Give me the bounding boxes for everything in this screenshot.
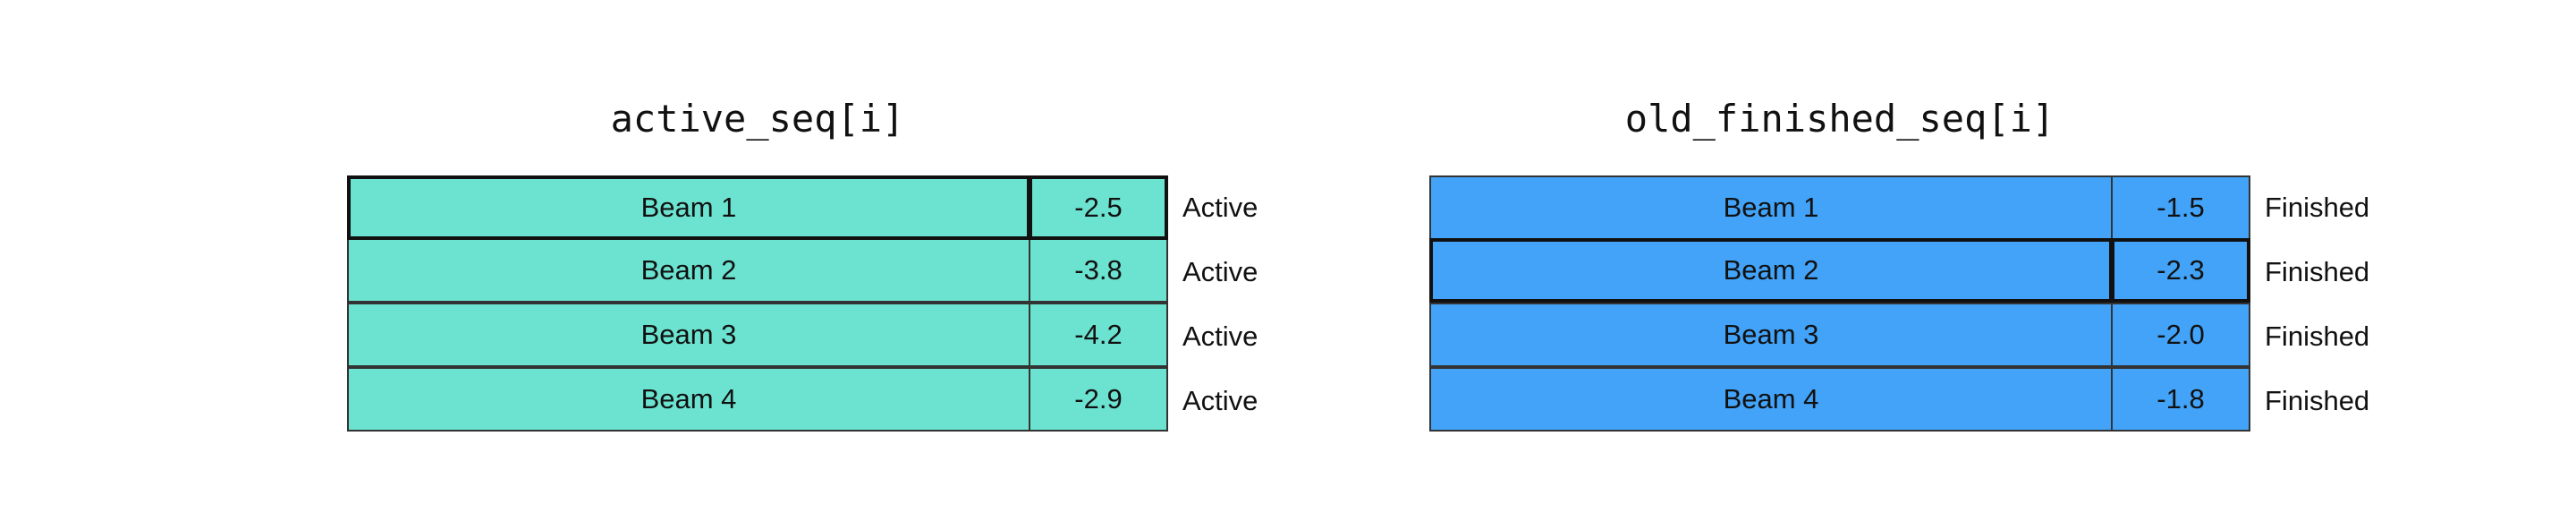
beam-score-cell: -2.0 xyxy=(2111,303,2250,367)
active-seq-table: Beam 1 -2.5 Active Beam 2 -3.8 Active Be… xyxy=(347,175,1258,433)
active-row-4: Beam 4 -2.9 Active xyxy=(347,367,1258,433)
active-row-1: Beam 1 -2.5 Active xyxy=(347,175,1258,240)
active-seq-panel: active_seq[i] Beam 1 -2.5 Active Beam 2 … xyxy=(347,0,1331,530)
beam-status-label: Active xyxy=(1182,321,1258,352)
beam-name-cell: Beam 1 xyxy=(347,175,1030,240)
beam-name-cell: Beam 4 xyxy=(1429,367,2113,432)
beam-name-cell: Beam 3 xyxy=(347,303,1030,367)
beam-score-cell: -4.2 xyxy=(1029,303,1168,367)
beam-name-cell: Beam 3 xyxy=(1429,303,2113,367)
beam-score-cell: -2.9 xyxy=(1029,367,1168,432)
beam-status-label: Active xyxy=(1182,192,1258,223)
finished-row-2: Beam 2 -2.3 Finished xyxy=(1429,238,2369,304)
beam-status-label: Finished xyxy=(2265,385,2370,416)
beam-name-cell: Beam 4 xyxy=(347,367,1030,432)
beam-score-cell: -1.5 xyxy=(2111,175,2250,240)
beam-score-cell: -3.8 xyxy=(1029,238,1168,303)
beam-status-label: Active xyxy=(1182,256,1258,287)
finished-seq-table: Beam 1 -1.5 Finished Beam 2 -2.3 Finishe… xyxy=(1429,175,2369,433)
beam-name-cell: Beam 2 xyxy=(1429,238,2113,303)
beam-score-cell: -2.3 xyxy=(2111,238,2250,303)
active-seq-title: active_seq[i] xyxy=(610,97,905,141)
finished-seq-panel: old_finished_seq[i] Beam 1 -1.5 Finished… xyxy=(1429,0,2413,530)
beam-status-label: Finished xyxy=(2265,192,2370,223)
beam-score-cell: -1.8 xyxy=(2111,367,2250,432)
finished-row-3: Beam 3 -2.0 Finished xyxy=(1429,303,2369,369)
beam-status-label: Active xyxy=(1182,385,1258,416)
beam-status-label: Finished xyxy=(2265,321,2370,352)
beam-status-label: Finished xyxy=(2265,256,2370,287)
beam-name-cell: Beam 2 xyxy=(347,238,1030,303)
active-row-2: Beam 2 -3.8 Active xyxy=(347,238,1258,304)
finished-seq-title: old_finished_seq[i] xyxy=(1624,97,2055,141)
beam-name-cell: Beam 1 xyxy=(1429,175,2113,240)
finished-row-4: Beam 4 -1.8 Finished xyxy=(1429,367,2369,433)
finished-row-1: Beam 1 -1.5 Finished xyxy=(1429,175,2369,240)
active-row-3: Beam 3 -4.2 Active xyxy=(347,303,1258,369)
beam-score-cell: -2.5 xyxy=(1029,175,1168,240)
